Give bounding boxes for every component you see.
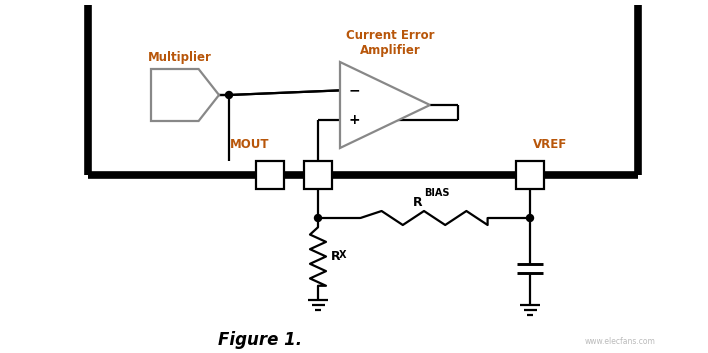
Bar — [516, 161, 544, 189]
Text: −: − — [349, 83, 360, 97]
Bar — [256, 161, 284, 189]
Text: MOUT: MOUT — [230, 138, 270, 151]
Bar — [304, 161, 332, 189]
Text: Current Error
Amplifier: Current Error Amplifier — [346, 29, 434, 57]
Text: R: R — [331, 250, 341, 263]
Text: www.elecfans.com: www.elecfans.com — [585, 337, 656, 347]
Text: BIAS: BIAS — [424, 188, 450, 198]
Text: VREF: VREF — [533, 138, 567, 151]
Circle shape — [527, 215, 534, 221]
Text: Multiplier: Multiplier — [148, 51, 212, 64]
Text: +: + — [349, 113, 360, 127]
Text: R: R — [412, 196, 422, 209]
Text: Figure 1.: Figure 1. — [218, 331, 302, 349]
Polygon shape — [151, 69, 219, 121]
Circle shape — [226, 91, 232, 98]
Circle shape — [314, 215, 321, 221]
Text: X: X — [339, 251, 346, 261]
Polygon shape — [340, 62, 430, 148]
